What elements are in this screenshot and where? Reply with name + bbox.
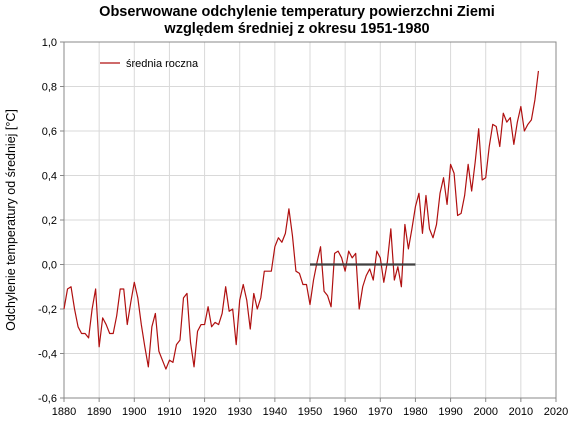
legend-label: średnia roczna — [126, 58, 199, 70]
x-tick-label: 1940 — [263, 406, 287, 418]
legend: średnia roczna — [100, 58, 199, 70]
chart-subtitle: względem średniej z okresu 1951-1980 — [163, 21, 429, 37]
x-tick-label: 1960 — [333, 406, 357, 418]
y-tick-label: -0,4 — [38, 349, 57, 361]
x-tick-label: 1920 — [192, 406, 216, 418]
x-tick-label: 2000 — [473, 406, 497, 418]
grid-lines — [63, 41, 557, 399]
series-line-annual-mean — [63, 70, 540, 370]
x-tick-label: 2010 — [509, 406, 533, 418]
x-tick-label: 1980 — [403, 406, 427, 418]
y-tick-label: -0,6 — [38, 393, 57, 405]
chart-title: Obserwowane odchylenie temperatury powie… — [99, 4, 495, 20]
x-tick-label: 1930 — [227, 406, 251, 418]
x-tick-label: 1990 — [438, 406, 462, 418]
y-tick-label: 0,0 — [42, 260, 57, 272]
x-tick-label: 1970 — [368, 406, 392, 418]
x-axis: 1880 1890 1900 1910 1920 1930 1940 1950 1960 1970… — [52, 398, 568, 418]
y-tick-label: 0,4 — [42, 171, 57, 183]
x-tick-label: 1890 — [87, 406, 111, 418]
y-tick-label: 0,6 — [42, 126, 57, 138]
y-tick-label: 0,2 — [42, 215, 57, 227]
x-tick-label: 2020 — [544, 406, 568, 418]
x-tick-label: 1880 — [52, 406, 76, 418]
y-tick-label: -0,2 — [38, 304, 57, 316]
y-tick-label: 1,0 — [42, 37, 57, 49]
series-layer — [63, 70, 540, 370]
y-axis-label: Odchylenie temperatury od średniej [°C] — [4, 109, 18, 331]
x-tick-label: 1900 — [122, 406, 146, 418]
x-tick-label: 1950 — [298, 406, 322, 418]
y-axis: -0,6 -0,4 -0,2 0,0 0,2 0,4 0,6 0,8 1,0 — [38, 37, 64, 405]
y-tick-label: 0,8 — [42, 82, 57, 94]
x-tick-label: 1910 — [157, 406, 181, 418]
